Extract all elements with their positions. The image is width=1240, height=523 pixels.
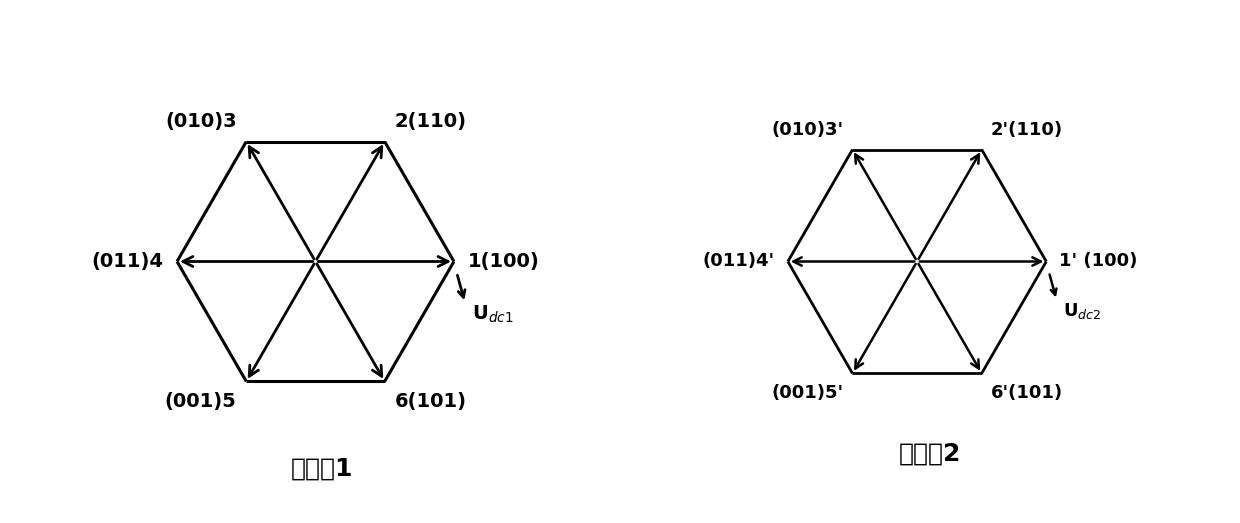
Text: 逆变夨1: 逆变夨1 — [291, 456, 353, 480]
Text: 6(101): 6(101) — [394, 392, 466, 412]
Text: 2(110): 2(110) — [394, 111, 466, 131]
Text: U$_{dc1}$: U$_{dc1}$ — [472, 303, 513, 325]
Text: U$_{dc2}$: U$_{dc2}$ — [1063, 301, 1101, 321]
Text: (010)3: (010)3 — [165, 111, 237, 131]
Text: 1' (100): 1' (100) — [1059, 253, 1137, 270]
Text: (001)5: (001)5 — [165, 392, 237, 412]
Text: 2'(110): 2'(110) — [991, 121, 1063, 139]
Text: 6'(101): 6'(101) — [991, 384, 1063, 402]
Text: (011)4: (011)4 — [92, 252, 164, 271]
Text: 逆变夨2: 逆变夨2 — [899, 441, 961, 465]
Text: (011)4': (011)4' — [703, 253, 775, 270]
Text: 1(100): 1(100) — [467, 252, 539, 271]
Text: (010)3': (010)3' — [771, 121, 843, 139]
Text: (001)5': (001)5' — [771, 384, 843, 402]
